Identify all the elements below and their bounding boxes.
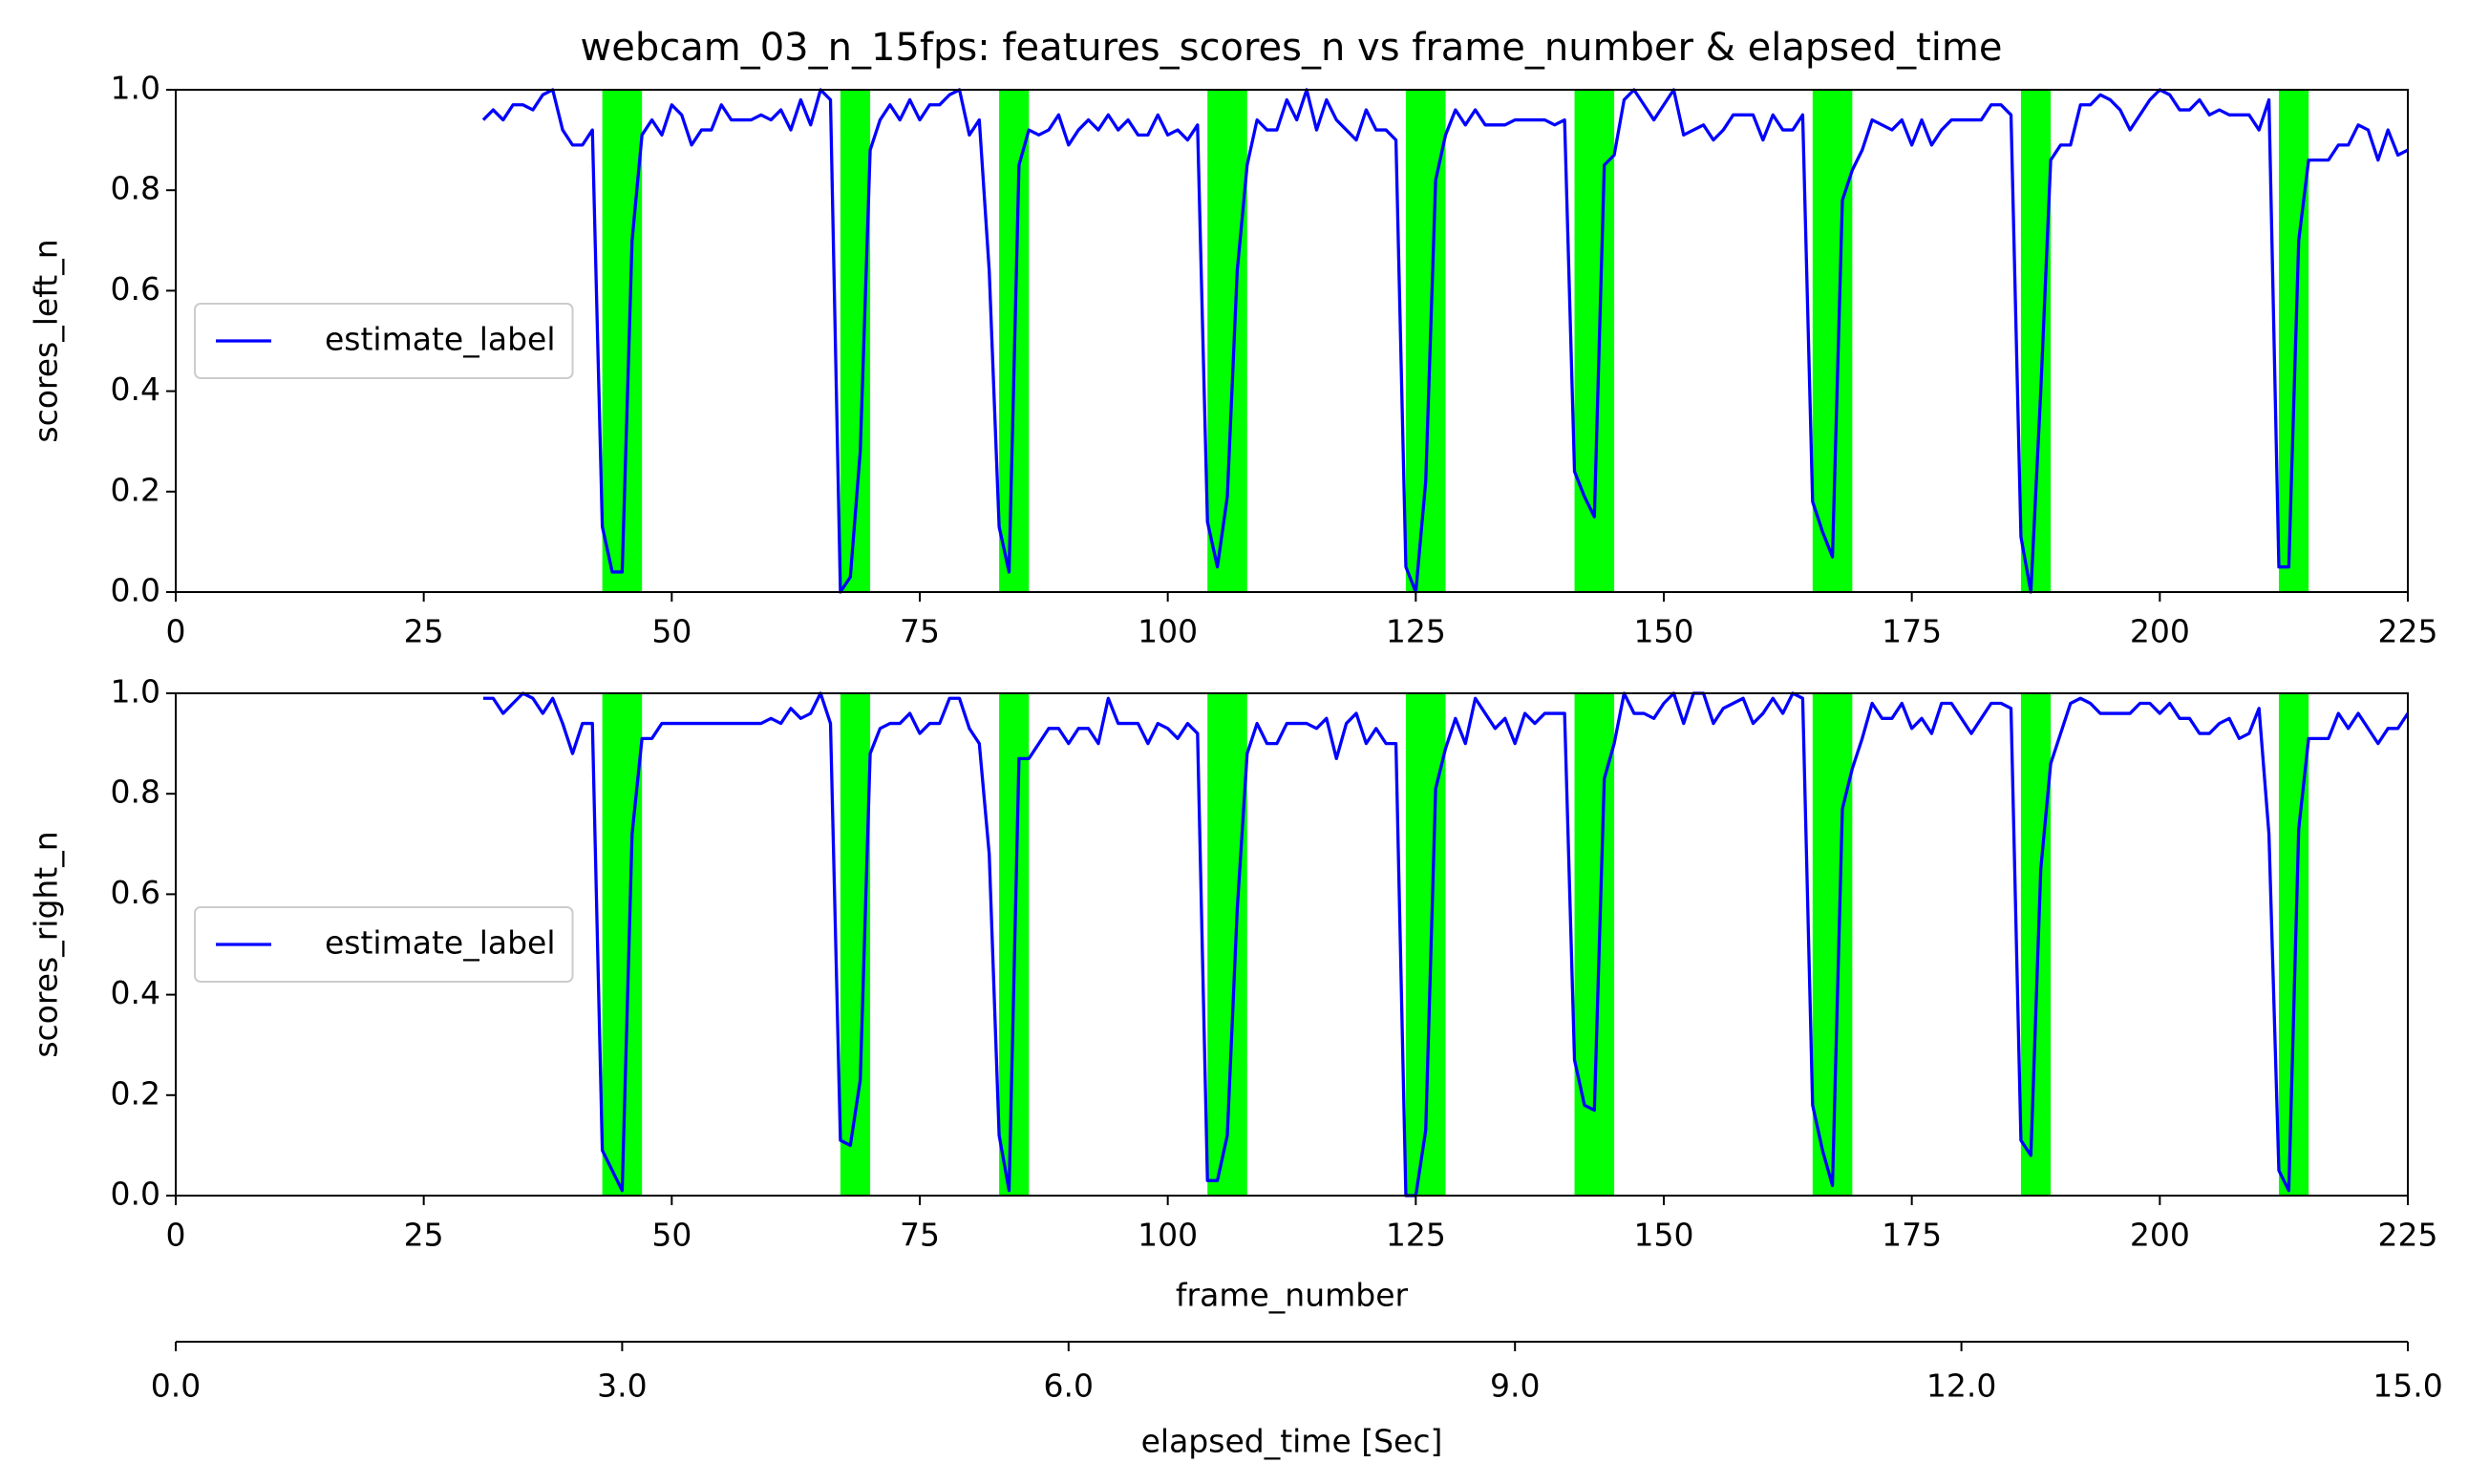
y-axis-label: scores_right_n [28,831,65,1057]
x-tick-label: 200 [2130,1217,2190,1254]
x-tick-label: 9.0 [1490,1367,1540,1405]
x-tick-label: 0 [166,613,186,650]
x-tick-label: 6.0 [1044,1367,1094,1405]
y-tick-label: 1.0 [111,673,160,710]
shaded-span [1405,90,1446,592]
y-tick-label: 0.4 [111,974,160,1011]
shaded-span [2278,90,2309,592]
shaded-span [1574,693,1615,1196]
x-tick-label: 75 [900,613,940,650]
y-tick-label: 0.6 [111,874,160,911]
shaded-span [602,90,643,592]
x-tick-label: 200 [2130,613,2190,650]
y-tick-label: 0.6 [111,270,160,307]
x-axis-label: elapsed_time [Sec] [1141,1423,1443,1460]
y-tick-label: 0.0 [111,1176,160,1213]
y-tick-label: 1.0 [111,70,160,107]
legend-box [194,906,574,983]
legend-box [194,303,574,379]
shaded-span [1207,90,1247,592]
x-tick-label: 100 [1138,1217,1198,1254]
shaded-span [602,693,643,1196]
x-tick-label: 100 [1138,613,1198,650]
x-tick-label: 125 [1386,1217,1446,1254]
x-tick-label: 15.0 [2372,1367,2442,1405]
x-tick-label: 125 [1386,613,1446,650]
x-tick-label: 150 [1634,613,1694,650]
axes-frame [175,692,2409,1197]
x-tick-label: 25 [404,613,444,650]
x-axis-label: frame_number [1176,1277,1409,1314]
chart-title: webcam_03_n_15fps: features_scores_n vs … [581,26,2003,70]
y-tick-label: 0.0 [111,572,160,609]
x-tick-label: 175 [1882,613,1942,650]
x-tick-label: 75 [900,1217,940,1254]
x-tick-label: 175 [1882,1217,1942,1254]
data-line [482,691,2408,1198]
x-tick-label: 3.0 [597,1367,647,1405]
x-tick-label: 12.0 [1926,1367,1996,1405]
legend-label: estimate_label [325,321,556,358]
x-tick-label: 225 [2378,613,2438,650]
x-tick-label: 25 [404,1217,444,1254]
y-tick-label: 0.2 [111,1074,160,1112]
shaded-span [1812,693,1853,1196]
y-tick-label: 0.8 [111,774,160,811]
data-line [481,88,2408,594]
legend: estimate_label [194,303,574,379]
axes-frame [175,89,2409,593]
x-tick-label: 0.0 [151,1367,201,1405]
x-tick-label: 150 [1634,1217,1694,1254]
x-tick-label: 50 [651,1217,691,1254]
x-tick-label: 50 [651,613,691,650]
y-tick-label: 0.4 [111,371,160,408]
y-tick-label: 0.2 [111,471,160,508]
legend-label: estimate_label [325,924,556,962]
x-tick-label: 0 [166,1217,186,1254]
legend: estimate_label [194,906,574,983]
y-tick-label: 0.8 [111,170,160,207]
shaded-span [2020,693,2052,1196]
y-axis-label: scores_left_n [28,239,65,442]
x-tick-label: 225 [2378,1217,2438,1254]
